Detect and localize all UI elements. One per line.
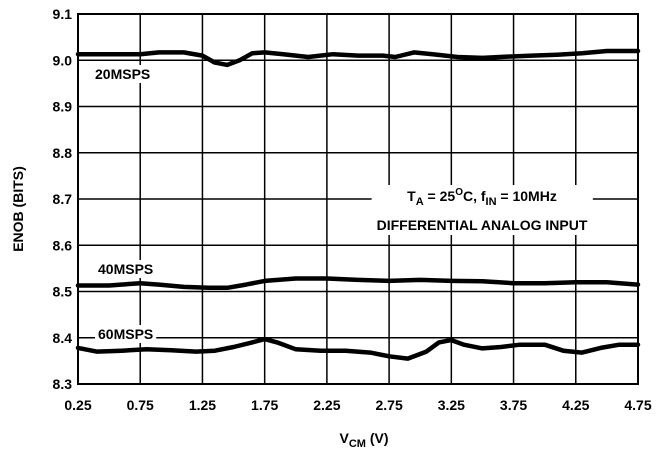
y-tick-labels: 8.3 8.4 8.5 8.6 8.7 8.8 8.9 9.0 9.1 [53,6,73,392]
series-label-20msps: 20MSPS [95,66,150,82]
y-tick-label: 8.8 [53,145,73,161]
x-tick-label: 3.25 [438,397,465,413]
y-tick-label: 8.3 [53,376,73,392]
x-tick-label: 4.75 [624,397,651,413]
series-layer [75,48,641,361]
x-tick-label: 3.75 [500,397,527,413]
series-line-40msps [75,276,641,291]
y-tick-label: 9.1 [53,6,73,22]
labels-layer: 20MSPS 40MSPS 60MSPS [92,65,157,343]
series-line-60msps [75,336,641,361]
series-line-20msps [75,48,641,68]
y-tick-label: 8.9 [53,99,73,115]
series-label-bg [92,65,154,83]
y-axis-label: ENOB (BITS) [10,166,26,252]
x-tick-label: 1.25 [189,397,216,413]
x-tick-label: 0.75 [127,397,154,413]
x-tick-labels: 0.25 0.75 1.25 1.75 2.25 2.75 3.25 3.75 4.25 4.75 [64,397,651,413]
series-label-40msps: 40MSPS [98,261,153,277]
condition-annotation: TA = 25OC, fIN = 10MHz DIFFERENTIAL ANALO… [371,185,593,235]
x-axis-label: VCM (V) [339,430,388,450]
y-tick-label: 8.5 [53,284,73,300]
y-tick-label: 8.7 [53,191,73,207]
plot-frame [77,13,639,385]
annotation-bg [371,185,593,235]
x-tick-label: 4.25 [562,397,589,413]
x-tick-label: 0.25 [64,397,91,413]
series-label-bg [95,325,157,343]
y-tick-label: 8.6 [53,237,73,253]
x-tick-label: 1.75 [251,397,278,413]
annotation-line-2: DIFFERENTIAL ANALOG INPUT [377,217,588,233]
x-tick-label: 2.75 [375,397,402,413]
series-label-60msps: 60MSPS [98,326,153,342]
x-tick-label: 2.25 [313,397,340,413]
y-tick-label: 8.4 [53,330,73,346]
annotation-line-1: TA = 25OC, fIN = 10MHz [407,187,557,208]
y-tick-label: 9.0 [53,52,73,68]
series-label-bg [95,260,157,278]
